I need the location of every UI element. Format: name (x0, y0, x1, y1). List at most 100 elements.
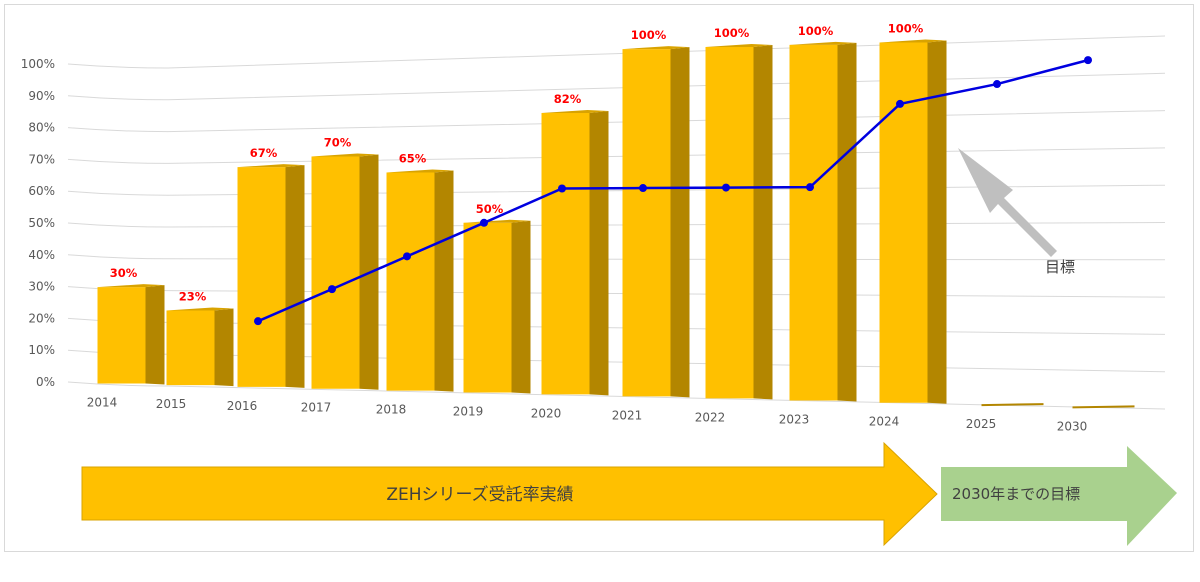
x-tick-label: 2021 (612, 408, 643, 422)
data-labels: 30% 23% 67% 70% 65% 50% 82% 100% 100% 100% 100% (110, 22, 924, 304)
bar-side (837, 42, 857, 402)
x-tick-label: 2024 (869, 415, 900, 429)
bar-front (311, 156, 360, 389)
bar-front (97, 287, 146, 384)
x-tick-label: 2018 (376, 403, 407, 417)
bar-front (237, 167, 286, 387)
data-label: 67% (250, 146, 278, 160)
data-label: 50% (476, 202, 504, 216)
bar-2021 (622, 46, 690, 398)
bar-2014 (97, 284, 165, 385)
y-tick-label: 20% (28, 311, 55, 325)
bar-front (879, 42, 928, 403)
target-arrow-label: 2030年までの目標 (952, 485, 1080, 503)
goal-annotation-label: 目標 (1045, 258, 1075, 276)
y-tick-label: 100% (21, 57, 55, 71)
bar-front (166, 310, 215, 386)
gridline (67, 147, 1166, 164)
x-tick-label: 2022 (695, 410, 726, 424)
bar-front (386, 172, 435, 391)
bar-top (97, 284, 165, 288)
x-tick-label: 2019 (453, 404, 484, 418)
chart-frame (4, 4, 1194, 552)
target-line-point (1084, 56, 1092, 65)
bar-top (705, 43, 773, 47)
target-line-point (403, 252, 411, 261)
x-axis: 2014 2015 2016 2017 2018 2019 2020 2021 2022 2023… (87, 395, 1088, 433)
target-line-point (328, 285, 336, 294)
y-tick-label: 30% (28, 280, 55, 294)
x-tick-label: 2014 (87, 395, 118, 409)
data-label: 100% (798, 24, 834, 38)
bar-top (789, 41, 857, 45)
bar-top (386, 169, 454, 173)
bar-front (789, 44, 838, 401)
bar-front (463, 222, 512, 393)
y-tick-label: 70% (28, 152, 55, 166)
target-arrow-shape (941, 446, 1177, 546)
data-label: 30% (110, 266, 138, 280)
bars (97, 39, 1135, 409)
bar-side (285, 165, 305, 388)
bar-top (237, 164, 305, 168)
data-label: 100% (631, 28, 667, 42)
bar-top (541, 109, 609, 113)
bar-2018 (386, 169, 454, 392)
target-line-point (806, 183, 814, 192)
gridline (67, 254, 1166, 261)
bar-side (145, 285, 165, 385)
bar-2017 (311, 153, 379, 390)
target-line (254, 56, 1092, 326)
bar-top (311, 153, 379, 157)
data-label: 82% (554, 92, 582, 106)
y-axis: 0% 10% 20% 30% 40% 50% 60% 70% 80% 90% 100% (21, 57, 55, 389)
bar-2019 (463, 219, 531, 394)
data-label: 65% (399, 152, 427, 166)
y-tick-label: 60% (28, 184, 55, 198)
x-tick-label: 2030 (1057, 419, 1088, 433)
bar-2024 (879, 39, 947, 404)
actual-arrow: ZEHシリーズ受託率実績 (81, 441, 938, 547)
gridline (67, 72, 1166, 101)
y-tick-label: 50% (28, 216, 55, 230)
bar-side (670, 47, 690, 398)
target-line-point (254, 317, 262, 326)
bar-side (511, 220, 531, 394)
bar-side (589, 110, 609, 396)
target-line-point (896, 99, 904, 108)
bar-2015 (166, 307, 234, 387)
bar-front (541, 112, 590, 395)
target-arrow: 2030年までの目標 (941, 446, 1177, 546)
x-tick-label: 2023 (779, 412, 810, 426)
gridline (67, 222, 1166, 228)
y-tick-label: 40% (28, 248, 55, 262)
bar-side (927, 40, 947, 404)
y-tick-label: 10% (28, 343, 55, 357)
x-tick-label: 2025 (966, 417, 997, 431)
data-label: 100% (714, 26, 750, 40)
bar-top (166, 307, 234, 311)
bar-2023 (789, 41, 857, 402)
gridlines (67, 35, 1166, 410)
gridline (67, 110, 1166, 133)
bar-2025 (981, 403, 1044, 407)
gridline (67, 35, 1166, 69)
actual-arrow-shape (81, 441, 938, 547)
gridline (67, 286, 1166, 298)
gridline (67, 381, 1166, 410)
x-tick-label: 2017 (301, 401, 332, 415)
bar-flat (981, 403, 1044, 407)
bar-top (622, 46, 690, 50)
target-line-point (722, 183, 730, 192)
bar-side (434, 170, 454, 392)
data-label: 100% (888, 22, 924, 36)
x-tick-label: 2020 (531, 406, 562, 420)
target-line-point (993, 80, 1001, 89)
bar-side (753, 44, 773, 400)
bar-2022 (705, 43, 773, 400)
bar-2030 (1072, 405, 1135, 409)
bar-front (705, 46, 754, 399)
x-tick-label: 2016 (227, 399, 258, 413)
target-line-point (558, 184, 566, 193)
